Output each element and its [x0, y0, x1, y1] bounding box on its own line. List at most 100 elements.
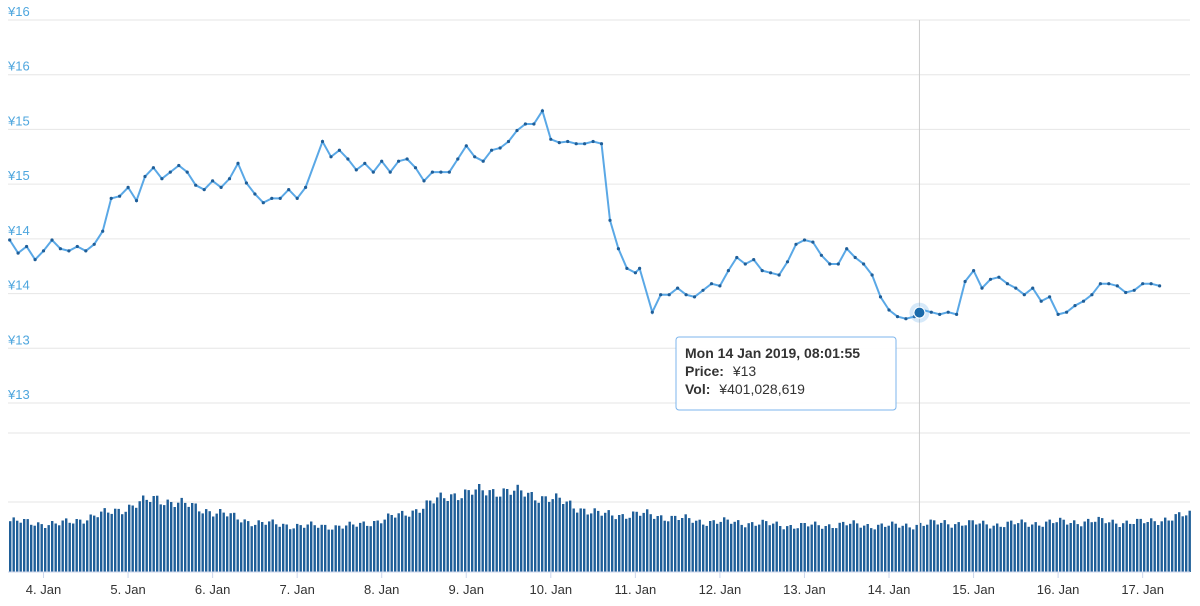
volume-bar — [443, 498, 446, 572]
volume-bar — [572, 508, 575, 572]
volume-bar — [313, 525, 316, 572]
volume-bar — [331, 529, 334, 572]
volume-bar — [926, 524, 929, 572]
volume-bar — [775, 521, 778, 572]
volume-bar — [1076, 524, 1079, 572]
volume-bar — [1178, 512, 1181, 572]
price-point — [625, 266, 629, 270]
volume-bar — [859, 527, 862, 572]
volume-bar — [810, 524, 813, 572]
volume-bar — [1160, 521, 1163, 572]
volume-bar — [1048, 519, 1051, 572]
price-point — [320, 139, 325, 144]
price-point — [118, 194, 122, 198]
volume-bar — [632, 511, 635, 572]
y-tick-label: ¥16 — [7, 4, 30, 19]
y-tick-label: ¥13 — [7, 387, 30, 402]
price-point — [346, 157, 350, 161]
volume-bar — [768, 525, 771, 572]
volume-bar — [1055, 522, 1058, 572]
price-point — [380, 159, 384, 163]
price-point — [422, 179, 426, 183]
volume-bar — [936, 524, 939, 572]
volume-bar — [194, 503, 197, 572]
volume-bar — [954, 524, 957, 572]
volume-bar — [544, 496, 547, 572]
price-point — [337, 148, 341, 152]
volume-bar — [19, 522, 22, 572]
volume-bar — [439, 492, 442, 572]
hover-marker[interactable] — [913, 306, 926, 319]
price-point — [591, 139, 595, 144]
volume-bar — [1122, 523, 1125, 572]
volume-bar — [646, 509, 649, 572]
volume-bar — [912, 529, 915, 572]
volume-bar — [1052, 523, 1055, 572]
tooltip-box — [675, 336, 897, 411]
volume-bar — [135, 507, 138, 572]
price-point — [904, 317, 908, 321]
volume-bar — [583, 508, 586, 572]
volume-bar — [166, 499, 169, 572]
volume-bar — [257, 520, 260, 572]
volume-bar — [600, 515, 603, 572]
x-axis-tick-labels: 4. Jan 5. Jan 6. Jan 7. Jan 8. Jan 9. Jan 10. … — [26, 572, 1164, 597]
volume-bar — [299, 525, 302, 572]
volume-bar — [16, 520, 19, 572]
volume-bar — [345, 525, 348, 572]
volume-bar — [1167, 520, 1170, 572]
volume-bar — [499, 496, 502, 572]
tooltip-vol: Vol: ¥401,028,619 — [685, 381, 805, 397]
price-point — [490, 148, 494, 152]
volume-bar — [849, 523, 852, 572]
price-point — [684, 293, 688, 297]
price-point — [862, 262, 866, 266]
volume-bar — [327, 529, 330, 572]
volume-bar — [436, 497, 439, 572]
x-tick-label: 14. Jan — [868, 582, 911, 597]
volume-bar — [765, 521, 768, 572]
volume-bar — [1013, 524, 1016, 572]
volume-bar — [940, 522, 943, 572]
volume-bar — [705, 525, 708, 572]
volume-bar — [289, 529, 292, 572]
volume-bar — [957, 522, 960, 572]
volume-bar — [814, 521, 817, 572]
volume-bar — [558, 497, 561, 572]
volume-bar — [271, 519, 274, 572]
y-tick-label: ¥15 — [7, 113, 30, 128]
volume-bar — [12, 517, 15, 572]
volume-bar — [870, 528, 873, 572]
volume-bar — [338, 525, 341, 572]
price-point — [92, 242, 96, 246]
price-point — [16, 251, 20, 255]
price-point — [1065, 310, 1069, 314]
price-point — [1090, 293, 1094, 297]
volume-bar — [485, 495, 488, 572]
volume-bar — [919, 522, 922, 572]
tooltip-price-label: Price: — [685, 363, 724, 379]
volume-bar — [432, 503, 435, 572]
price-point — [608, 218, 612, 222]
volume-bar — [761, 519, 764, 572]
price-point — [363, 161, 367, 165]
volume-bar — [618, 515, 621, 572]
volume-bar — [495, 496, 498, 572]
price-point — [473, 155, 477, 159]
volume-bar — [219, 509, 222, 572]
x-tick-label: 17. Jan — [1121, 582, 1164, 597]
hover-point[interactable] — [909, 302, 930, 323]
volume-bar — [467, 490, 470, 572]
volume-bar — [40, 524, 43, 572]
price-point — [101, 229, 105, 233]
volume-bar — [488, 490, 491, 572]
volume-bar — [254, 524, 257, 572]
price-point — [777, 273, 781, 277]
volume-bar — [1185, 515, 1188, 572]
volume-bar — [509, 494, 512, 572]
volume-bar — [33, 525, 36, 572]
price-point — [946, 310, 950, 314]
volume-bar — [1097, 516, 1100, 572]
volume-bar — [79, 519, 82, 572]
volume-bar — [226, 516, 229, 572]
